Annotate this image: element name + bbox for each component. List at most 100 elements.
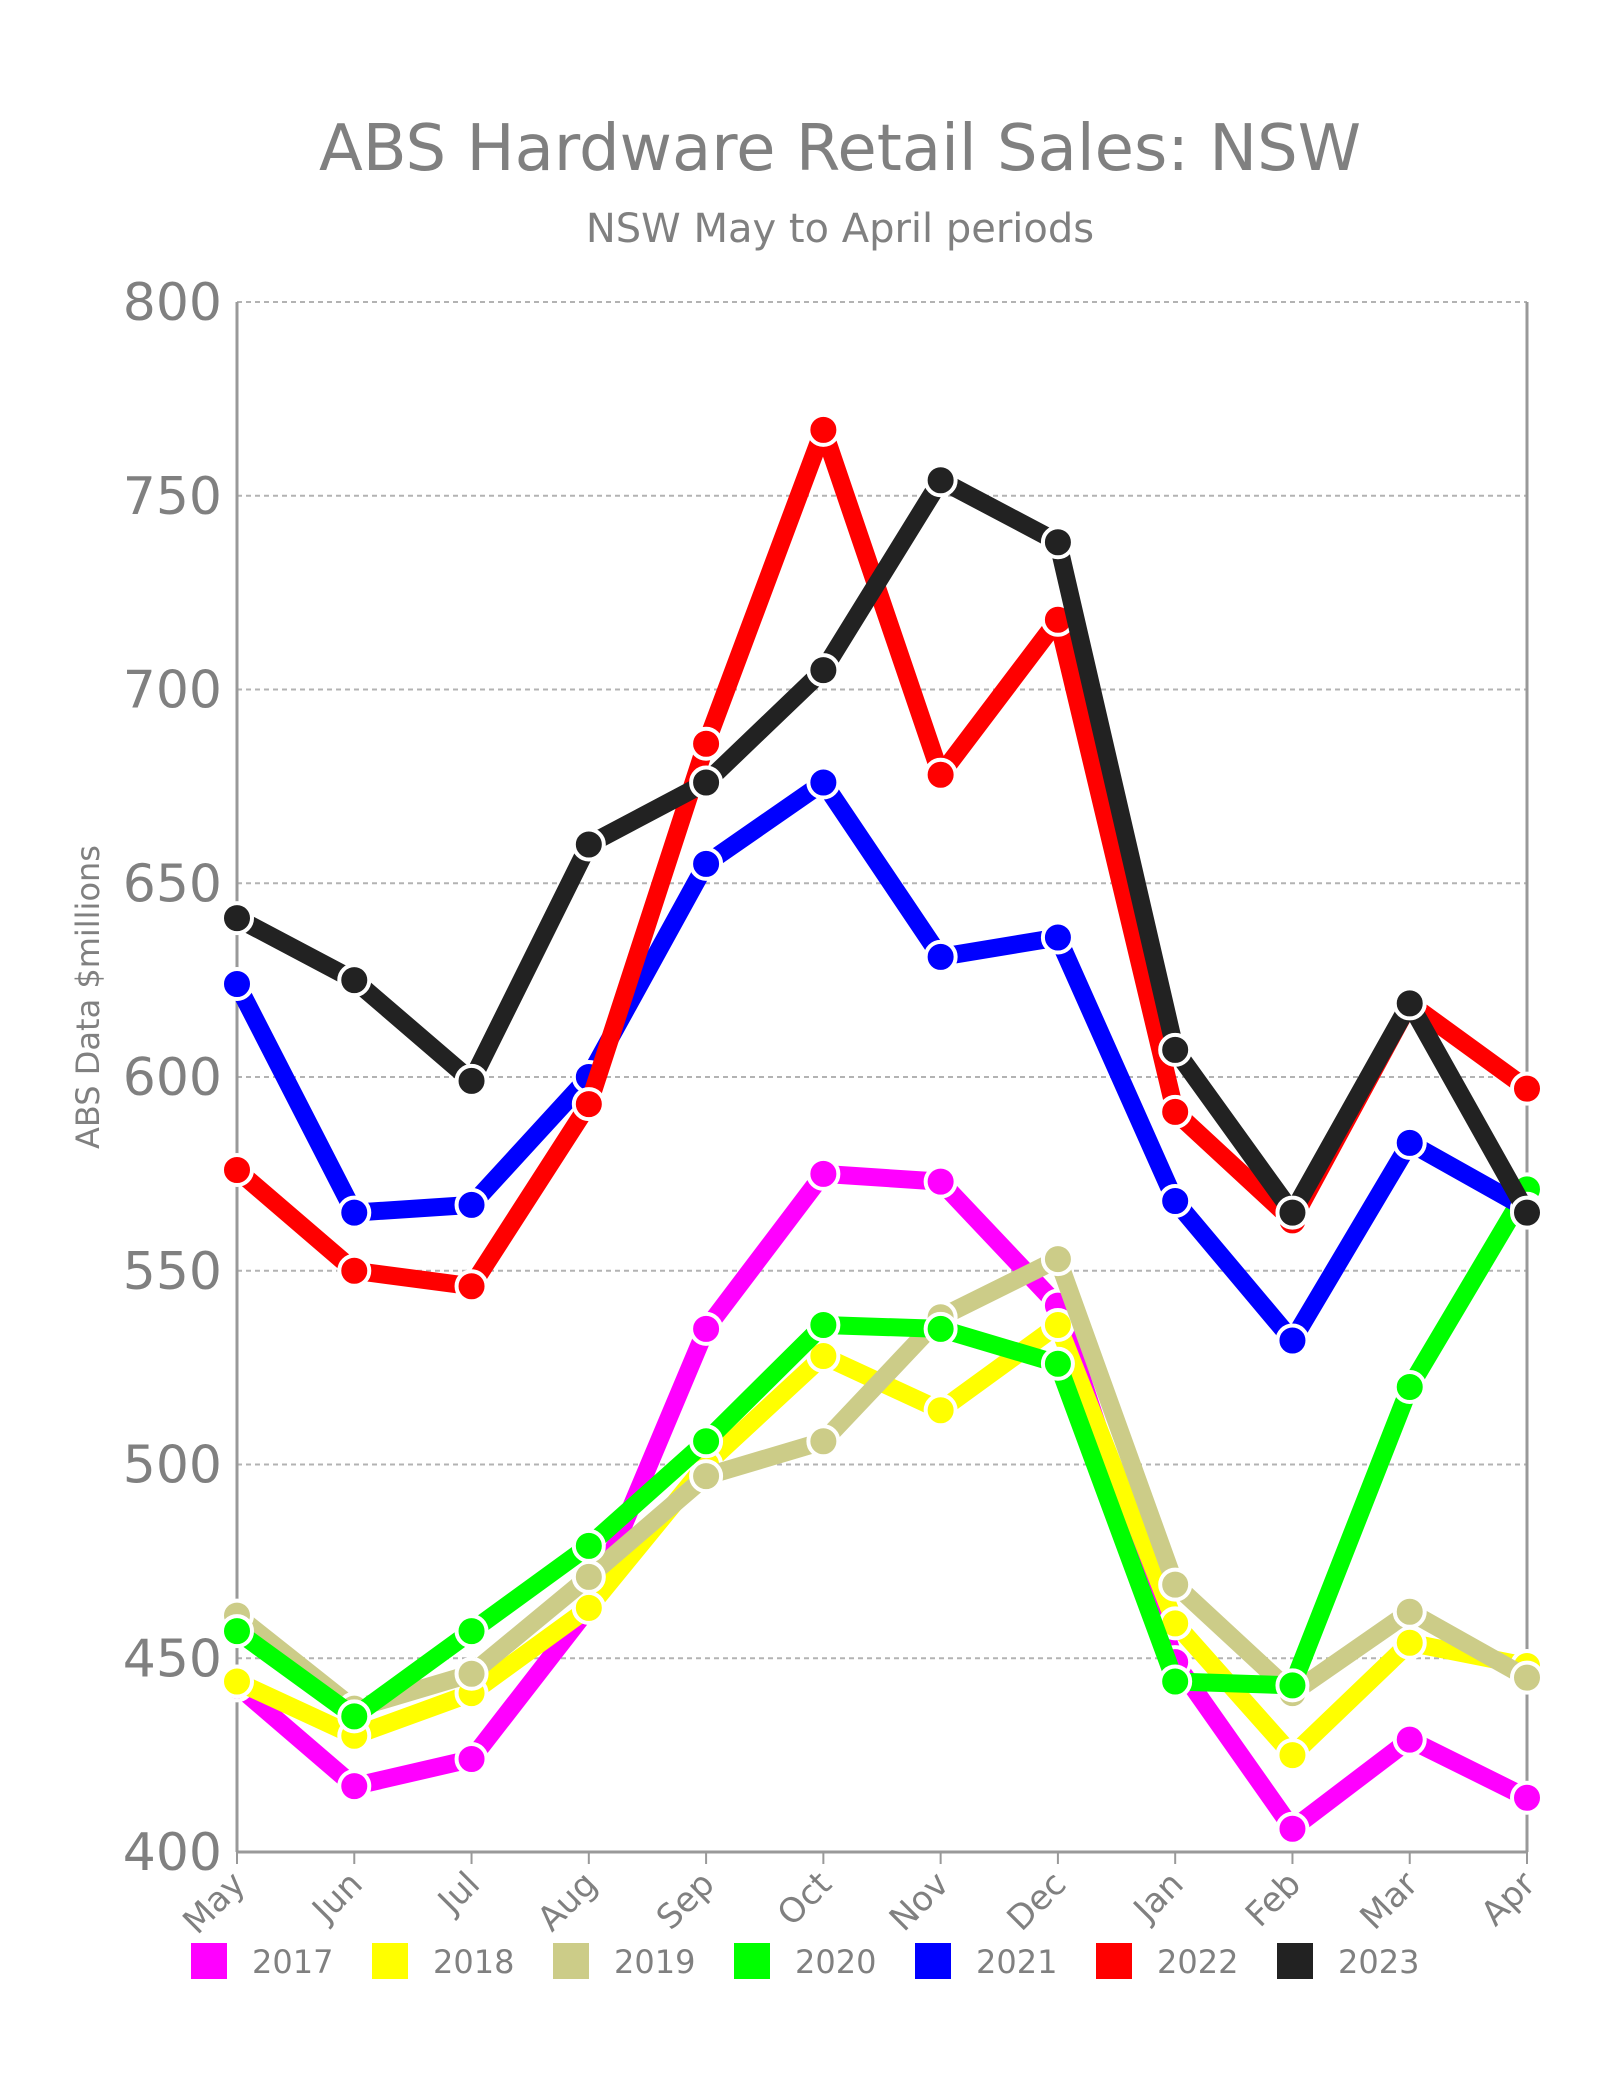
data-point-2019	[1158, 1567, 1193, 1602]
y-tick-label: 750	[123, 467, 222, 527]
data-point-2022	[337, 1253, 372, 1288]
data-point-2019	[1392, 1594, 1427, 1629]
x-tick-label: Jul	[429, 1864, 488, 1923]
data-point-2019	[1510, 1660, 1544, 1695]
legend-swatch-2022	[1096, 1943, 1132, 1979]
x-tick-label: Aug	[530, 1864, 605, 1939]
data-point-2023	[1392, 986, 1427, 1021]
data-point-2020	[1392, 1370, 1427, 1404]
data-point-2023	[923, 463, 958, 498]
series-2023	[220, 463, 1544, 1230]
data-point-2018	[1275, 1738, 1310, 1773]
data-point-2017	[337, 1769, 372, 1804]
legend-swatch-2020	[734, 1943, 770, 1979]
data-point-2017	[1275, 1811, 1310, 1846]
data-point-2017	[1510, 1780, 1544, 1815]
chart-title: ABS Hardware Retail Sales: NSW	[318, 112, 1362, 186]
data-point-2020	[1040, 1346, 1075, 1381]
data-point-2023	[1510, 1195, 1544, 1230]
legend-label-2018: 2018	[433, 1943, 514, 1981]
x-tick-label: Sep	[649, 1864, 723, 1938]
y-tick-label: 400	[123, 1823, 222, 1883]
data-point-2021	[220, 967, 254, 1001]
legend-swatch-2018	[372, 1943, 408, 1979]
series-2021	[220, 765, 1544, 1358]
data-point-2021	[1392, 1125, 1427, 1160]
x-tick-label: Jan	[1125, 1864, 1192, 1931]
data-point-2019	[689, 1459, 724, 1494]
y-tick-label: 450	[123, 1629, 222, 1689]
data-point-2019	[454, 1656, 489, 1691]
x-tick-label: Dec	[999, 1864, 1074, 1939]
data-point-2021	[806, 765, 841, 800]
chart-subtitle: NSW May to April periods	[585, 206, 1095, 252]
data-point-2023	[1158, 1032, 1193, 1067]
data-point-2023	[689, 765, 724, 800]
data-point-2021	[1158, 1184, 1193, 1218]
legend-label-2021: 2021	[976, 1943, 1057, 1981]
legend-label-2020: 2020	[795, 1943, 876, 1981]
legend-swatch-2021	[915, 1943, 951, 1979]
data-point-2017	[1392, 1722, 1427, 1757]
legend-item-2018: 2018	[372, 1943, 514, 1981]
y-tick-label: 700	[123, 661, 222, 721]
x-tick-label: Mar	[1352, 1864, 1426, 1938]
legend-item-2017: 2017	[191, 1943, 333, 1981]
data-point-2023	[337, 963, 372, 998]
y-tick-label: 800	[123, 273, 222, 333]
data-point-2023	[1275, 1195, 1310, 1230]
data-point-2022	[689, 726, 724, 761]
legend-swatch-2019	[553, 1943, 589, 1979]
series-line-2017	[228, 1164, 1536, 1838]
legend-item-2019: 2019	[553, 1943, 695, 1981]
data-point-2018	[571, 1590, 606, 1625]
data-point-2021	[689, 846, 724, 881]
series-line-2019	[228, 1250, 1536, 1718]
grid-layer	[237, 301, 1527, 1853]
legend-label-2022: 2022	[1157, 1943, 1238, 1981]
x-tick-label: Oct	[770, 1864, 840, 1934]
data-point-2020	[1275, 1668, 1310, 1703]
series-layer	[220, 412, 1544, 1846]
data-point-2019	[806, 1424, 841, 1459]
data-point-2020	[454, 1614, 489, 1649]
legend-label-2019: 2019	[614, 1943, 695, 1981]
legend-label-2023: 2023	[1338, 1943, 1419, 1981]
data-point-2017	[689, 1311, 724, 1346]
data-point-2022	[1158, 1094, 1193, 1129]
legend-item-2021: 2021	[915, 1943, 1057, 1981]
data-point-2020	[923, 1311, 958, 1346]
data-point-2018	[923, 1393, 958, 1428]
series-2017	[220, 1156, 1544, 1846]
series-line-2021	[228, 773, 1536, 1350]
series-2019	[220, 1242, 1544, 1726]
data-point-2019	[571, 1559, 606, 1594]
data-point-2022	[571, 1087, 606, 1122]
x-tick-label: Jun	[303, 1864, 370, 1931]
series-line-2023	[228, 471, 1536, 1222]
data-point-2021	[923, 939, 958, 974]
data-point-2022	[454, 1269, 489, 1304]
data-point-2022	[220, 1153, 254, 1187]
y-tick-label: 650	[123, 854, 222, 914]
x-tick-label: Nov	[882, 1864, 957, 1939]
data-point-2022	[806, 412, 841, 447]
data-point-2020	[689, 1424, 724, 1459]
y-tick-label: 550	[123, 1242, 222, 1302]
data-point-2020	[571, 1528, 606, 1563]
data-point-2018	[220, 1664, 254, 1699]
data-point-2023	[454, 1063, 489, 1098]
x-tick-label: Apr	[1473, 1864, 1543, 1934]
data-point-2021	[454, 1187, 489, 1222]
data-point-2021	[1275, 1323, 1310, 1358]
data-point-2017	[454, 1742, 489, 1776]
data-point-2020	[806, 1308, 841, 1342]
legend-item-2022: 2022	[1096, 1943, 1238, 1981]
data-point-2022	[1510, 1071, 1544, 1106]
data-point-2019	[1040, 1242, 1075, 1277]
data-point-2020	[337, 1699, 372, 1734]
legend-label-2017: 2017	[252, 1943, 333, 1981]
legend-swatch-2017	[191, 1943, 227, 1979]
data-point-2017	[923, 1164, 958, 1199]
